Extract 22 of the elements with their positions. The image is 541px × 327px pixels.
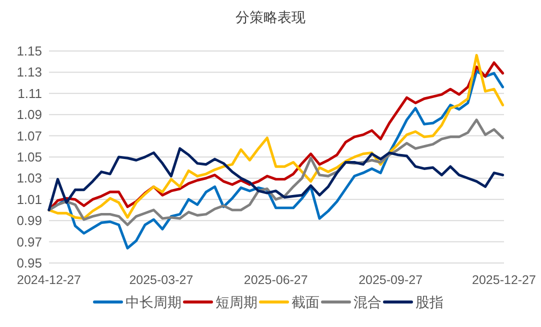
chart-title: 分策略表现	[236, 9, 306, 25]
x-tick-label: 2024-12-27	[17, 273, 82, 287]
y-tick-label: 0.95	[16, 256, 42, 270]
legend-label: 截面	[292, 294, 320, 310]
y-tick-label: 1.11	[18, 86, 42, 101]
x-tick-label: 2025-03-27	[129, 273, 194, 287]
x-tick-label: 2025-09-27	[358, 273, 423, 287]
y-tick-label: 0.99	[16, 213, 42, 228]
legend-label: 中长周期	[126, 294, 182, 310]
y-tick-label: 1.07	[16, 128, 42, 144]
y-tick-label: 1.05	[16, 150, 42, 164]
y-tick-label: 1.13	[16, 64, 42, 80]
y-tick-label: 0.97	[16, 234, 42, 250]
legend-label: 混合	[354, 294, 382, 310]
y-tick-label: 1.03	[16, 170, 42, 186]
y-tick-label: 1.01	[16, 192, 42, 207]
x-tick-label: 2025-06-27	[244, 273, 308, 287]
y-tick-label: 1.09	[16, 107, 42, 122]
legend-label: 股指	[416, 294, 444, 310]
y-tick-label: 1.15	[16, 44, 42, 58]
x-tick-label: 2025-12-27	[472, 273, 536, 287]
legend-label: 短周期	[216, 294, 258, 310]
